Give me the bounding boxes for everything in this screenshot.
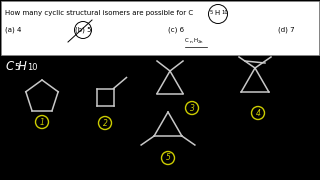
Text: C: C xyxy=(185,38,189,43)
Text: 10: 10 xyxy=(221,10,228,15)
FancyBboxPatch shape xyxy=(1,1,319,55)
Text: 5: 5 xyxy=(14,63,19,72)
Text: H: H xyxy=(18,60,27,73)
Text: C: C xyxy=(6,60,14,73)
Text: 10: 10 xyxy=(27,63,37,72)
Text: (d) 7: (d) 7 xyxy=(278,26,295,33)
Text: (c) 6: (c) 6 xyxy=(168,26,184,33)
Text: H: H xyxy=(214,10,219,15)
Text: 5: 5 xyxy=(210,10,213,15)
Text: 5: 5 xyxy=(165,154,171,163)
Text: (a) 4: (a) 4 xyxy=(5,26,21,33)
Text: n: n xyxy=(189,39,192,44)
Text: 3: 3 xyxy=(189,103,195,112)
Text: How many cyclic structural isomers are possible for C: How many cyclic structural isomers are p… xyxy=(5,10,193,16)
Text: 2: 2 xyxy=(103,118,108,127)
Text: 2n: 2n xyxy=(198,39,204,44)
Text: (b) 5: (b) 5 xyxy=(75,26,92,33)
Text: 4: 4 xyxy=(256,109,260,118)
Text: H: H xyxy=(193,38,197,43)
Text: 1: 1 xyxy=(40,118,44,127)
